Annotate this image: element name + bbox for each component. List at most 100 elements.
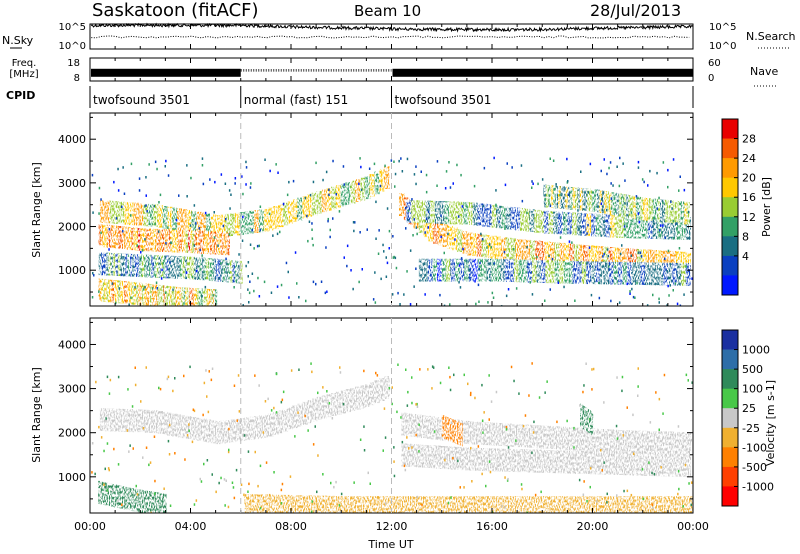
rti-band-cell bbox=[430, 416, 436, 440]
rti-speckle bbox=[203, 270, 205, 273]
rti-band-cell bbox=[535, 240, 541, 264]
rti-speckle bbox=[378, 229, 380, 232]
power-colorbar-title: Power [dB] bbox=[760, 177, 773, 237]
rti-band-cell bbox=[364, 176, 371, 200]
rti-band-cell bbox=[647, 198, 651, 221]
rti-band-cell bbox=[577, 187, 581, 211]
rti-speckle bbox=[518, 272, 520, 276]
rti-speckle bbox=[104, 467, 106, 471]
rti-band-cell bbox=[572, 496, 581, 513]
rti-speckle bbox=[551, 257, 554, 261]
rti-band-cell bbox=[432, 258, 438, 282]
rti-speckle bbox=[641, 468, 644, 471]
x-tick-label: 20:00 bbox=[577, 520, 609, 533]
rti-band-cell bbox=[116, 280, 119, 304]
rti-speckle bbox=[201, 157, 204, 160]
rti-band-cell bbox=[549, 242, 555, 265]
rti-band-cell bbox=[611, 192, 615, 215]
rti-speckle bbox=[460, 257, 463, 260]
rti-speckle bbox=[386, 261, 389, 265]
rti-band-cell bbox=[168, 255, 171, 279]
rti-band-cell bbox=[671, 216, 677, 240]
rti-band-cell bbox=[536, 425, 542, 449]
rti-speckle bbox=[413, 218, 415, 221]
rti-speckle bbox=[122, 230, 124, 233]
rti-speckle bbox=[193, 244, 196, 247]
rti-speckle bbox=[320, 280, 323, 283]
rti-band-cell bbox=[103, 482, 106, 506]
rti-speckle bbox=[243, 434, 246, 437]
rti-band-cell bbox=[164, 493, 167, 513]
rti-speckle bbox=[436, 184, 438, 187]
rti-band-cell bbox=[108, 279, 111, 303]
rti-speckle bbox=[103, 449, 105, 453]
rti-speckle bbox=[651, 471, 653, 475]
rti-speckle bbox=[98, 186, 101, 190]
rti-speckle bbox=[630, 254, 633, 257]
x-tick-label: 12:00 bbox=[376, 520, 408, 533]
rti-band-cell bbox=[589, 188, 593, 212]
rti-band-cell bbox=[632, 452, 638, 476]
rti-speckle bbox=[544, 391, 546, 394]
rti-speckle bbox=[531, 293, 534, 296]
rti-band-cell bbox=[133, 282, 137, 305]
rti-band-cell bbox=[428, 218, 434, 242]
rti-band-cell bbox=[146, 228, 150, 252]
rti-speckle bbox=[315, 282, 317, 286]
rti-band-cell bbox=[568, 261, 574, 284]
rti-speckle bbox=[144, 264, 146, 268]
rti-band-cell bbox=[592, 412, 594, 436]
rti-speckle bbox=[211, 367, 214, 370]
rti-speckle bbox=[115, 217, 118, 220]
rti-band-cell bbox=[307, 194, 313, 217]
rti-band-cell bbox=[99, 200, 106, 223]
rti-band-cell bbox=[149, 284, 153, 306]
rti-band-cell bbox=[319, 495, 328, 513]
rti-band-cell bbox=[128, 281, 131, 305]
rti-speckle bbox=[418, 450, 420, 453]
rti-band-cell bbox=[268, 207, 274, 231]
rti-speckle bbox=[322, 178, 324, 182]
rti-speckle bbox=[292, 179, 295, 183]
rti-band-cell bbox=[624, 215, 630, 239]
rti-band-cell bbox=[348, 496, 357, 513]
rti-band-cell bbox=[656, 250, 662, 273]
rti-band-cell bbox=[112, 280, 115, 303]
rti-band-cell bbox=[617, 261, 623, 285]
rti-band-cell bbox=[640, 197, 644, 220]
rti-speckle bbox=[103, 264, 105, 267]
rti-speckle bbox=[340, 492, 343, 496]
rti-speckle bbox=[100, 198, 102, 201]
rti-band-cell bbox=[680, 217, 687, 240]
rti-band-cell bbox=[230, 260, 233, 283]
rti-speckle bbox=[168, 453, 171, 456]
rti-band-cell bbox=[643, 197, 646, 221]
rti-band-cell bbox=[628, 215, 635, 239]
rti-speckle bbox=[526, 511, 528, 513]
rti-band-cell bbox=[297, 197, 303, 221]
rti-band-cell bbox=[151, 491, 153, 513]
rti-speckle bbox=[317, 454, 319, 457]
rti-speckle bbox=[388, 387, 391, 390]
rti-band-cell bbox=[534, 209, 540, 233]
rti-speckle bbox=[637, 166, 640, 169]
rti-band-cell bbox=[139, 489, 142, 513]
rti-speckle bbox=[603, 158, 605, 161]
rti-speckle bbox=[457, 459, 459, 463]
rti-speckle bbox=[189, 224, 192, 227]
rti-band-cell bbox=[340, 390, 347, 414]
rti-speckle bbox=[688, 482, 690, 485]
rti-speckle bbox=[380, 277, 382, 281]
rti-speckle bbox=[607, 265, 610, 268]
rti-speckle bbox=[427, 210, 430, 214]
rti-speckle bbox=[136, 244, 138, 247]
rti-band-cell bbox=[576, 212, 583, 236]
rti-band-cell bbox=[220, 259, 224, 282]
rti-speckle bbox=[602, 255, 604, 258]
rti-speckle bbox=[469, 393, 472, 397]
rti-speckle bbox=[641, 178, 644, 181]
rti-speckle bbox=[312, 443, 315, 446]
rti-speckle bbox=[579, 404, 581, 407]
rti-speckle bbox=[655, 391, 657, 394]
rti-speckle bbox=[141, 249, 144, 252]
